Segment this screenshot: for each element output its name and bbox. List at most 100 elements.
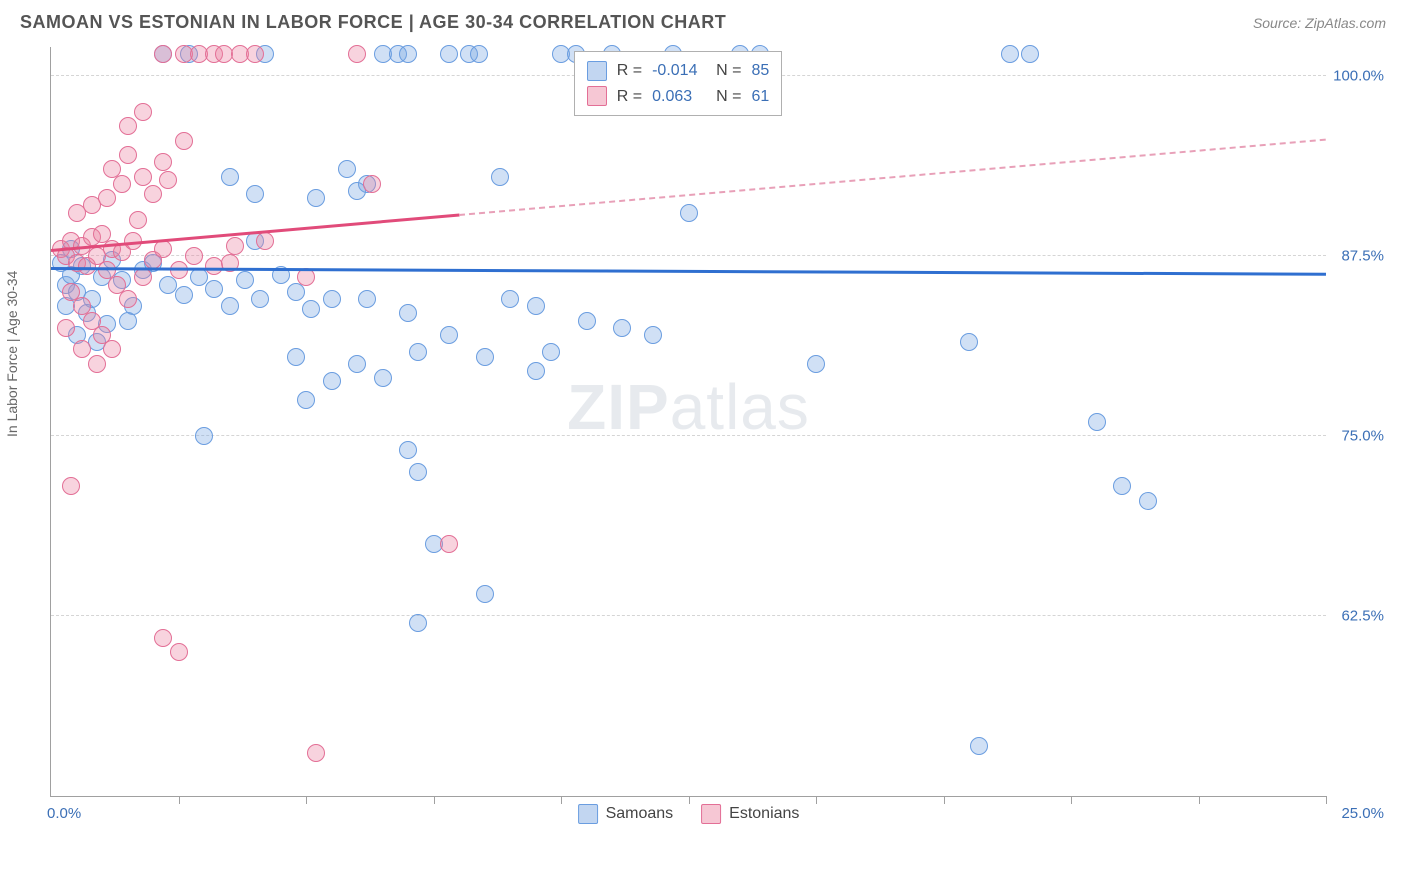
data-point — [134, 103, 152, 121]
data-point — [246, 45, 264, 63]
plot-area: ZIPatlas 62.5%75.0%87.5%100.0%0.0%25.0%R… — [50, 47, 1326, 797]
legend-n-label: N = — [716, 58, 741, 84]
chart-source: Source: ZipAtlas.com — [1253, 15, 1386, 31]
stats-legend-row: R = -0.014 N = 85 — [587, 58, 769, 84]
x-tick — [1071, 796, 1072, 804]
data-point — [154, 45, 172, 63]
data-point — [73, 340, 91, 358]
x-tick — [306, 796, 307, 804]
data-point — [348, 45, 366, 63]
data-point — [542, 343, 560, 361]
data-point — [195, 427, 213, 445]
data-point — [440, 45, 458, 63]
data-point — [399, 441, 417, 459]
legend-r-value: -0.014 — [652, 58, 706, 84]
legend-r-label: R = — [617, 58, 642, 84]
data-point — [680, 204, 698, 222]
data-point — [144, 185, 162, 203]
y-tick-label: 75.0% — [1341, 427, 1384, 444]
y-tick-label: 62.5% — [1341, 607, 1384, 624]
legend-r-value: 0.063 — [652, 84, 706, 110]
data-point — [323, 372, 341, 390]
data-point — [256, 232, 274, 250]
data-point — [578, 312, 596, 330]
series-legend: SamoansEstonians — [578, 804, 800, 824]
x-origin-label: 0.0% — [47, 805, 81, 822]
data-point — [527, 362, 545, 380]
x-tick — [179, 796, 180, 804]
data-point — [134, 168, 152, 186]
x-end-label: 25.0% — [1341, 805, 1384, 822]
data-point — [470, 45, 488, 63]
data-point — [1139, 492, 1157, 510]
trend-line — [459, 139, 1326, 216]
data-point — [323, 290, 341, 308]
data-point — [960, 333, 978, 351]
data-point — [154, 153, 172, 171]
y-tick-label: 100.0% — [1333, 67, 1384, 84]
data-point — [307, 189, 325, 207]
data-point — [221, 168, 239, 186]
data-point — [185, 247, 203, 265]
data-point — [307, 744, 325, 762]
stats-legend: R = -0.014 N = 85R = 0.063 N = 61 — [574, 51, 782, 116]
data-point — [103, 340, 121, 358]
data-point — [119, 146, 137, 164]
data-point — [297, 391, 315, 409]
data-point — [374, 369, 392, 387]
gridline-h — [51, 255, 1326, 256]
watermark: ZIPatlas — [567, 370, 810, 444]
data-point — [440, 326, 458, 344]
chart-title: SAMOAN VS ESTONIAN IN LABOR FORCE | AGE … — [20, 12, 726, 33]
data-point — [440, 535, 458, 553]
legend-n-value: 85 — [751, 58, 769, 84]
data-point — [62, 477, 80, 495]
data-point — [491, 168, 509, 186]
legend-n-value: 61 — [751, 84, 769, 110]
data-point — [476, 348, 494, 366]
data-point — [1001, 45, 1019, 63]
x-tick — [561, 796, 562, 804]
y-tick-label: 87.5% — [1341, 247, 1384, 264]
data-point — [1088, 413, 1106, 431]
data-point — [190, 268, 208, 286]
data-point — [170, 643, 188, 661]
x-tick — [1326, 796, 1327, 804]
data-point — [175, 286, 193, 304]
data-point — [154, 629, 172, 647]
gridline-h — [51, 615, 1326, 616]
data-point — [205, 280, 223, 298]
gridline-h — [51, 435, 1326, 436]
data-point — [287, 348, 305, 366]
data-point — [119, 312, 137, 330]
x-tick — [434, 796, 435, 804]
data-point — [363, 175, 381, 193]
chart-container: In Labor Force | Age 30-34 ZIPatlas 62.5… — [20, 47, 1386, 827]
data-point — [103, 160, 121, 178]
data-point — [175, 132, 193, 150]
x-tick — [816, 796, 817, 804]
data-point — [1021, 45, 1039, 63]
legend-swatch — [587, 86, 607, 106]
data-point — [644, 326, 662, 344]
series-legend-item: Samoans — [578, 804, 674, 824]
data-point — [1113, 477, 1131, 495]
data-point — [476, 585, 494, 603]
x-tick — [689, 796, 690, 804]
y-axis-title: In Labor Force | Age 30-34 — [4, 271, 20, 437]
data-point — [613, 319, 631, 337]
data-point — [348, 355, 366, 373]
data-point — [159, 171, 177, 189]
data-point — [409, 343, 427, 361]
data-point — [119, 117, 137, 135]
legend-swatch — [578, 804, 598, 824]
chart-header: SAMOAN VS ESTONIAN IN LABOR FORCE | AGE … — [0, 0, 1406, 41]
data-point — [221, 297, 239, 315]
data-point — [527, 297, 545, 315]
data-point — [409, 463, 427, 481]
data-point — [226, 237, 244, 255]
data-point — [399, 304, 417, 322]
data-point — [399, 45, 417, 63]
data-point — [970, 737, 988, 755]
data-point — [119, 290, 137, 308]
